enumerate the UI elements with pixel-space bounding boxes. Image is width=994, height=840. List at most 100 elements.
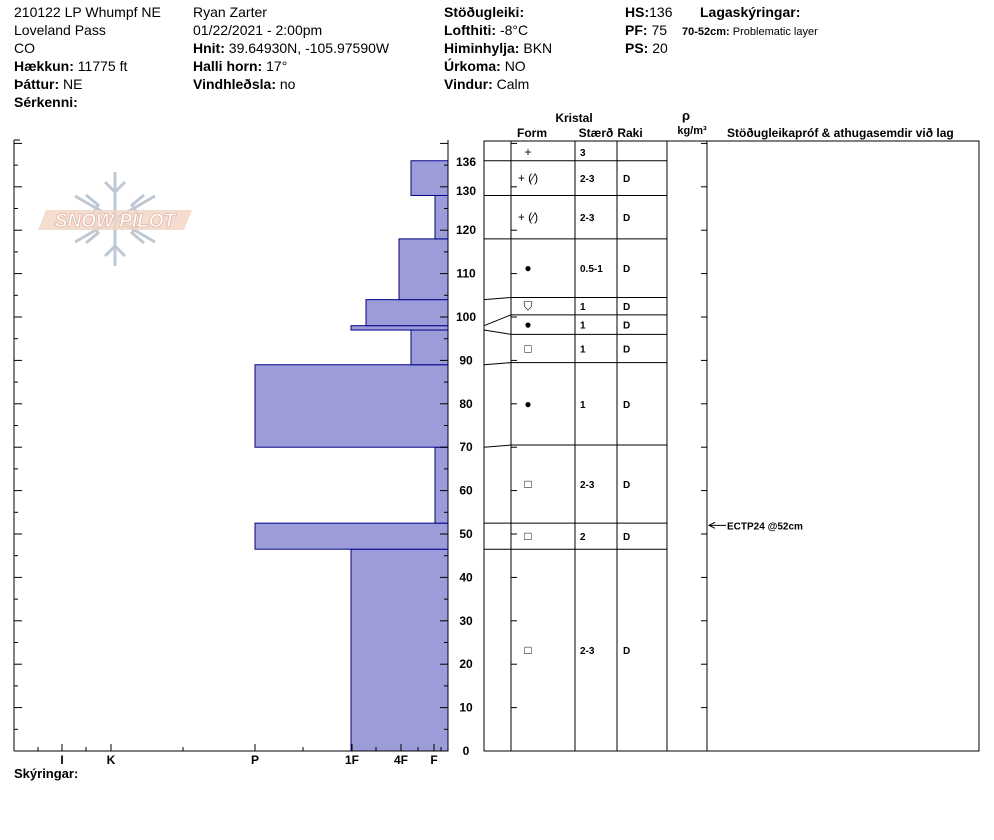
- depth-tick-label: 40: [459, 570, 473, 584]
- elevation-label: Hækkun:: [14, 58, 74, 74]
- depth-tick-label: 90: [459, 353, 473, 367]
- elevation-row: Hækkun: 11775 ft: [14, 57, 161, 75]
- hs-value: 136: [649, 4, 673, 20]
- observer: Ryan Zarter: [193, 4, 267, 20]
- hardness-bar: [410, 160, 449, 196]
- hardness-tick-label: F: [430, 753, 437, 767]
- depth-tick-label: 0: [463, 744, 470, 758]
- ps-value: 20: [652, 40, 668, 56]
- wind-loading-row: Vindhleðsla: no: [193, 75, 389, 93]
- hardness-tick-label: 1F: [345, 753, 359, 767]
- moisture-value: D: [623, 174, 630, 185]
- moisture-value: D: [623, 302, 630, 313]
- air-temp-label: Lofthiti:: [444, 22, 497, 38]
- grain-form: ●: [524, 261, 531, 275]
- features-row: Sérkenni:: [14, 93, 161, 111]
- moisture-value: D: [623, 400, 630, 411]
- coords-value: 39.64930N, -105.97590W: [228, 40, 390, 56]
- header-col5: Lagaskýringar:: [700, 3, 800, 21]
- pf-label: PF:: [625, 22, 648, 38]
- header-col4: HS:136 PF: 75 PS: 20: [625, 3, 672, 57]
- wind-loading-label: Vindhleðsla:: [193, 76, 276, 92]
- wind-row: Vindur: Calm: [444, 75, 552, 93]
- moisture-value: D: [623, 321, 630, 332]
- moisture-value: D: [623, 532, 630, 543]
- hardness-tick-label: K: [107, 753, 116, 767]
- hardness-bar: [434, 446, 449, 524]
- grain-form: □: [524, 341, 531, 355]
- ps-row: PS: 20: [625, 39, 672, 57]
- moisture-value: D: [623, 646, 630, 657]
- grain-size: 1: [580, 302, 586, 313]
- depth-tick-label: 60: [459, 484, 473, 498]
- size-header: Stærð: [579, 126, 614, 140]
- grain-size: 2: [580, 532, 586, 543]
- header-col3: Stöðugleiki: Lofthiti: -8°C Himinhylja: …: [444, 3, 552, 93]
- state: CO: [14, 40, 35, 56]
- layer-connector: [483, 329, 512, 335]
- hardness-bar: [398, 238, 449, 301]
- hardness-bar: [350, 325, 449, 331]
- footer-label: Skýringar:: [14, 766, 78, 781]
- hardness-tick-label: 4F: [394, 753, 408, 767]
- depth-tick-label: 20: [459, 657, 473, 671]
- sky-label: Himinhylja:: [444, 40, 520, 56]
- stability-label: Stöðugleiki:: [444, 4, 525, 20]
- aspect-value: NE: [63, 76, 83, 92]
- stability-row: Stöðugleiki:: [444, 3, 552, 21]
- layer-connector: [483, 314, 512, 327]
- depth-tick-label: 120: [456, 223, 476, 237]
- wind-label: Vindur:: [444, 76, 493, 92]
- depth-tick-label: 50: [459, 527, 473, 541]
- header-col2: Ryan Zarter 01/22/2021 - 2:00pm Hnit: 39…: [193, 3, 389, 93]
- depth-tick-label: 100: [456, 310, 476, 324]
- air-temp-value: -8°C: [499, 22, 529, 38]
- grain-form: +: [524, 145, 531, 159]
- grain-form: □: [524, 529, 531, 543]
- grain-form: + (⁄): [518, 171, 538, 185]
- depth-tick-label: 110: [456, 267, 476, 281]
- pf-row: PF: 75: [625, 21, 672, 39]
- hardness-bar: [350, 548, 449, 752]
- layer-connector: [483, 296, 512, 301]
- density-header: ρ: [682, 108, 690, 123]
- aspect-row: Þáttur: NE: [14, 75, 161, 93]
- layer-notes-label: Lagaskýringar:: [700, 4, 801, 20]
- hardness-bar: [365, 299, 449, 327]
- pf-value: 75: [651, 22, 668, 38]
- grain-form: + (⁄): [518, 210, 538, 224]
- hs-label: HS:: [625, 4, 650, 20]
- density-unit: kg/m³: [677, 125, 707, 137]
- coords-row: Hnit: 39.64930N, -105.97590W: [193, 39, 389, 57]
- hardness-tick-label: I: [60, 753, 63, 767]
- grain-size: 2-3: [580, 480, 595, 491]
- tests-header: Stöðugleikapróf & athugasemdir við lag: [727, 126, 954, 140]
- depth-tick-label: 30: [459, 614, 473, 628]
- profile-title: 210122 LP Whumpf NE: [14, 4, 161, 20]
- grain-size: 1: [580, 400, 586, 411]
- hs-row: HS:136: [625, 3, 672, 21]
- layer-connector: [483, 444, 512, 448]
- slope-value: 17°: [266, 58, 288, 74]
- precip-value: NO: [504, 58, 526, 74]
- hardness-tick-label: P: [251, 753, 259, 767]
- crystal-header: Kristal: [555, 111, 592, 125]
- grain-size: 3: [580, 148, 586, 159]
- grain-size: 2-3: [580, 646, 595, 657]
- layer-table-frame: [483, 140, 980, 752]
- grain-form: ●: [524, 318, 531, 332]
- depth-tick-label: 70: [459, 440, 473, 454]
- stability-test-label: ECTP24 @52cm: [727, 521, 803, 532]
- features-label: Sérkenni:: [14, 94, 78, 110]
- wind-value: Calm: [496, 76, 530, 92]
- grain-size: 2-3: [580, 174, 595, 185]
- grain-size: 1: [580, 344, 586, 355]
- depth-tick-label: 130: [456, 184, 476, 198]
- ps-label: PS:: [625, 40, 649, 56]
- grain-size: 0.5-1: [580, 264, 603, 275]
- depth-tick-label: 10: [459, 701, 473, 715]
- sky-value: BKN: [523, 40, 553, 56]
- slope-label: Halli horn:: [193, 58, 263, 74]
- grain-form: ⛉: [523, 299, 532, 313]
- datetime: 01/22/2021 - 2:00pm: [193, 22, 323, 38]
